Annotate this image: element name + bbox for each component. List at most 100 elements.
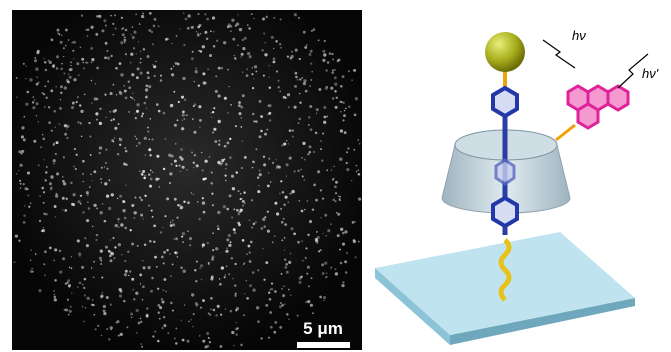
spot — [64, 309, 66, 311]
spot — [142, 285, 145, 288]
spot — [180, 28, 181, 29]
spot — [204, 160, 207, 163]
spot — [46, 97, 48, 99]
spot — [103, 309, 106, 312]
spot — [95, 33, 98, 36]
spot — [23, 221, 26, 224]
spot — [323, 121, 326, 124]
spot — [135, 292, 138, 295]
spot — [233, 209, 235, 211]
spot — [90, 154, 92, 156]
spot — [337, 234, 340, 237]
spot — [172, 220, 174, 222]
spot — [262, 49, 264, 51]
spot — [241, 167, 243, 169]
spot — [69, 76, 72, 79]
spot — [286, 271, 289, 274]
spot — [304, 179, 306, 181]
spot — [273, 48, 274, 49]
spot — [74, 148, 76, 150]
spot — [267, 184, 270, 187]
spot — [25, 103, 28, 106]
spot — [122, 209, 125, 212]
spot — [165, 291, 167, 293]
spot — [290, 294, 292, 296]
spot — [83, 181, 84, 182]
spot — [111, 193, 114, 196]
spot — [136, 53, 137, 54]
spot — [220, 314, 222, 316]
spot — [128, 80, 130, 82]
spot — [121, 17, 123, 19]
spot — [144, 195, 146, 197]
spot — [200, 307, 202, 309]
spot — [210, 297, 213, 300]
spot — [122, 33, 125, 36]
spot — [145, 154, 146, 155]
spot — [86, 191, 89, 194]
spot — [342, 101, 344, 103]
spot — [340, 85, 343, 88]
spot — [169, 182, 171, 184]
spot — [105, 42, 108, 45]
spot — [101, 335, 102, 336]
spot — [356, 171, 357, 172]
ring — [496, 160, 514, 184]
spot — [263, 279, 265, 281]
spot — [49, 61, 52, 64]
spot — [211, 172, 213, 174]
spot — [231, 257, 233, 259]
spot — [227, 112, 228, 113]
spot — [243, 263, 245, 265]
spot — [125, 97, 128, 100]
spot — [309, 105, 312, 108]
spot — [323, 296, 326, 299]
spot — [181, 127, 184, 130]
spot — [313, 28, 316, 31]
spot — [143, 177, 146, 180]
spot — [334, 185, 337, 188]
spot — [271, 283, 273, 285]
spot — [206, 18, 209, 21]
spot — [25, 78, 26, 79]
spot — [167, 332, 169, 334]
spot — [26, 65, 27, 66]
spot — [151, 277, 154, 280]
spot — [179, 165, 181, 167]
spot — [130, 62, 131, 63]
spot — [298, 118, 301, 121]
spot — [102, 203, 103, 204]
spot — [136, 110, 139, 113]
spot — [163, 316, 165, 318]
spot — [133, 47, 135, 49]
spot — [247, 52, 250, 55]
spot — [219, 278, 221, 280]
spot — [180, 207, 182, 209]
spot — [130, 313, 133, 316]
spot — [269, 87, 271, 89]
spot — [110, 55, 112, 57]
spot — [131, 204, 134, 207]
spot — [46, 172, 47, 173]
spot — [45, 213, 48, 216]
spot — [100, 263, 102, 265]
spot — [16, 96, 18, 98]
spot — [140, 343, 142, 345]
spot — [356, 165, 358, 167]
spot — [110, 15, 112, 17]
spot — [225, 180, 226, 181]
spot — [357, 169, 359, 171]
spot — [230, 25, 233, 28]
spot — [234, 263, 236, 265]
spot — [252, 67, 253, 68]
spot — [342, 119, 344, 121]
spot — [186, 169, 187, 170]
spot — [108, 207, 111, 210]
spot — [124, 147, 126, 149]
spot — [206, 38, 209, 41]
spot — [182, 241, 184, 243]
spot — [103, 19, 106, 22]
spot — [62, 197, 65, 200]
spot — [91, 304, 93, 306]
spot — [175, 342, 178, 345]
